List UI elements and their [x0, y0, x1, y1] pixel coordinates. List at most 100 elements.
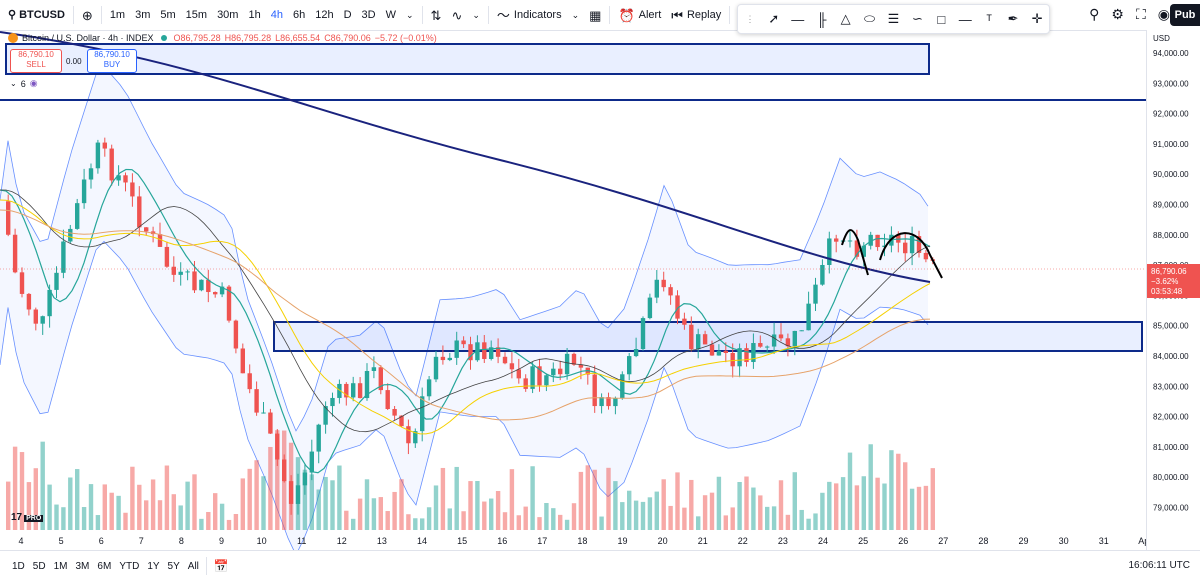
indicators-toggle[interactable]: ⌄ 6 ◉ [10, 78, 38, 89]
volume-bar [351, 518, 356, 530]
rectangle-icon[interactable]: □ [937, 11, 946, 27]
volume-bar [420, 518, 425, 530]
volume-bar [116, 495, 121, 530]
compare-button[interactable]: ⊕ [77, 0, 98, 30]
text-icon[interactable]: ᵀ [986, 11, 992, 27]
divider [421, 6, 423, 24]
range-6m[interactable]: 6M [97, 560, 112, 572]
range-1y[interactable]: 1Y [147, 560, 160, 572]
candle-body [275, 433, 280, 460]
fullscreen-icon[interactable]: ⛶ [1135, 6, 1146, 22]
range-3m[interactable]: 3M [75, 560, 90, 572]
candle-body [54, 272, 59, 290]
range-all[interactable]: All [187, 560, 199, 572]
chart-pane[interactable]: 4 5 6 7 8 9 10 11 12 13 14 15 16 17 18 19 20 21 22 23 24 25 26… [0, 30, 1146, 550]
parallel-channel-icon[interactable]: ╟ [817, 11, 827, 27]
drawn-arc[interactable] [841, 229, 943, 279]
drawing-toolbar: ⋮ ➚ — ╟ △ ⬭ ☰ ∽ □ ― ᵀ ✒ ✛ [737, 4, 1050, 34]
volume-bar [882, 483, 887, 530]
price-tick-label: 81,000.00 [1153, 443, 1189, 452]
volume-bar [19, 452, 25, 530]
volume-bar [896, 453, 901, 530]
legend-title[interactable]: Bitcoin / U.S. Dollar · 4h · INDEX [22, 33, 154, 43]
volume-bar [551, 508, 556, 530]
range-1d[interactable]: 1D [12, 560, 25, 572]
indicator-templates-dropdown[interactable]: ⌄ [567, 0, 585, 30]
interval-3m[interactable]: 3m [135, 9, 151, 21]
resistance-zone[interactable] [5, 43, 930, 75]
alert-button[interactable]: ⏰ Alert [613, 0, 666, 30]
ellipse-icon[interactable]: ⬭ [864, 11, 876, 26]
candle-body [882, 245, 887, 248]
horizontal-ray-icon[interactable]: — [791, 11, 805, 27]
trend-line-icon[interactable]: ➚ [768, 11, 780, 26]
range-ytd[interactable]: YTD [119, 560, 140, 572]
interval-30m[interactable]: 30m [217, 9, 239, 21]
candles-button[interactable]: ⇅ [426, 0, 447, 30]
brush-icon[interactable]: ✒ [1007, 11, 1019, 26]
interval-1m[interactable]: 1m [109, 9, 126, 21]
triangle-icon[interactable]: △ [840, 11, 851, 26]
sell-button[interactable]: 86,790.10 SELL [10, 49, 62, 73]
candle-body [813, 284, 818, 304]
settings-icon[interactable]: ⚙ [1111, 6, 1124, 22]
publish-button[interactable]: Pub [1170, 4, 1200, 26]
chart-type-dropdown[interactable]: ⌄ [467, 0, 485, 30]
support-zone[interactable] [273, 321, 1143, 352]
replay-button[interactable]: ⏮ Replay [666, 0, 726, 30]
volume-bar [447, 508, 452, 530]
interval-3d[interactable]: 3D [361, 9, 376, 21]
time-tick-label: 27 [938, 536, 948, 546]
volume-bar [923, 485, 929, 530]
volume-bar [544, 503, 549, 530]
candle-body [288, 481, 294, 504]
interval-dropdown[interactable]: ⌄ [401, 0, 419, 30]
magic-wand-icon[interactable]: ⚲ [1089, 6, 1100, 22]
horizontal-line-icon[interactable]: ― [958, 11, 972, 27]
interval-12h[interactable]: 12h [315, 9, 334, 21]
interval-1h[interactable]: 1h [248, 9, 261, 21]
volume-bar [302, 469, 308, 530]
time-tick-label: 31 [1099, 536, 1109, 546]
indicators-button[interactable]: 〜 Indicators [492, 0, 567, 30]
price-axis[interactable]: USD 94,000.00 93,000.00 92,000.00 91,000.00… [1146, 30, 1200, 550]
interval-w[interactable]: W [385, 9, 396, 21]
sell-price: 86,790.10 [18, 50, 54, 59]
candle-body [137, 196, 142, 228]
alert-label: Alert [638, 9, 662, 21]
divider [729, 6, 731, 24]
path-icon[interactable]: ∽ [911, 11, 923, 26]
interval-6h[interactable]: 6h [292, 9, 306, 21]
volume-bar [689, 479, 694, 530]
line-chart-button[interactable]: ∿ [446, 0, 467, 30]
volume-bar [771, 506, 777, 530]
fib-retracement-icon[interactable]: ☰ [887, 11, 900, 26]
candle-body [502, 356, 508, 364]
time-tick-label: 22 [738, 536, 748, 546]
interval-4h[interactable]: 4h [270, 9, 283, 21]
crosshair-icon[interactable]: ✛ [1031, 11, 1043, 26]
date-range-button[interactable]: 📅 [210, 559, 233, 573]
volume-bar [75, 469, 80, 530]
drag-handle-icon[interactable]: ⋮ [745, 13, 755, 24]
interval-15m[interactable]: 15m [185, 9, 208, 21]
price-tick-label: 93,000.00 [1153, 79, 1189, 88]
layouts-button[interactable]: ▦ [584, 0, 606, 30]
candle-body [771, 334, 777, 347]
interval-5m[interactable]: 5m [160, 9, 176, 21]
time-tick-label: 18 [577, 536, 587, 546]
interval-d[interactable]: D [343, 9, 352, 21]
symbol-search[interactable]: ⚲ BTCUSD [0, 0, 70, 30]
utc-clock[interactable]: 16:06:11 UTC [1128, 560, 1190, 571]
volume-bar [413, 518, 418, 530]
volume-bar [820, 492, 825, 530]
range-5y[interactable]: 5Y [167, 560, 180, 572]
volume-bar [213, 493, 218, 530]
candle-body [206, 279, 211, 293]
camera-icon[interactable]: ◉ [1157, 6, 1170, 22]
range-5d[interactable]: 5D [32, 560, 46, 572]
range-1m[interactable]: 1M [53, 560, 68, 572]
sma-mid-line [0, 189, 931, 433]
currency-label[interactable]: USD [1153, 34, 1170, 43]
buy-button[interactable]: 86,790.10 BUY [87, 49, 137, 73]
